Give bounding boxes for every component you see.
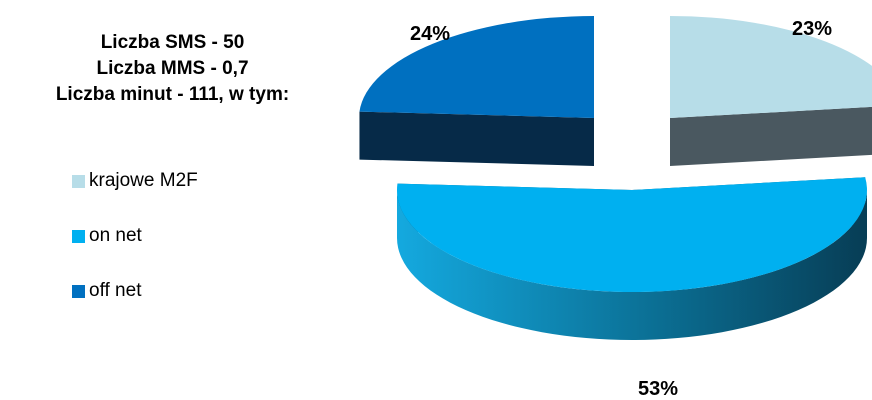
data-label-off-net: 24% [410, 23, 450, 45]
title-line-mms: Liczba MMS - 0,7 [96, 58, 249, 79]
legend: krajowe M2F on net off net [72, 170, 198, 335]
title-line-minutes: Liczba minut - 111, w tym: [55, 84, 290, 105]
pie-cut-face-krajowe-1 [670, 106, 872, 166]
legend-label-off-net: off net [89, 280, 142, 301]
legend-swatch-krajowe [72, 174, 85, 188]
legend-item-krajowe: krajowe M2F [72, 170, 198, 192]
legend-item-on-net: on net [72, 225, 198, 247]
data-label-on-net: 53% [638, 378, 678, 400]
legend-swatch-on-net [72, 229, 85, 243]
pie-slice-on-net [396, 177, 867, 292]
pie-labels: 23% 53% 24% [410, 18, 832, 400]
title-line-sms: Liczba SMS - 50 [100, 32, 245, 53]
legend-label-krajowe: krajowe M2F [89, 170, 198, 191]
pie-side-on-net [397, 190, 867, 340]
pie-slice-off-net [359, 16, 594, 118]
legend-swatch-off-net [72, 284, 85, 298]
pie-slice-krajowe [670, 16, 872, 118]
legend-item-off-net: off net [72, 280, 198, 302]
data-label-krajowe: 23% [792, 18, 832, 40]
pie-tops [359, 16, 872, 292]
chart-title: Liczba SMS - 50 Liczba MMS - 0,7 Liczba … [0, 30, 345, 108]
legend-label-on-net: on net [89, 225, 142, 246]
pie-cut-face-off-net-0 [359, 111, 594, 166]
